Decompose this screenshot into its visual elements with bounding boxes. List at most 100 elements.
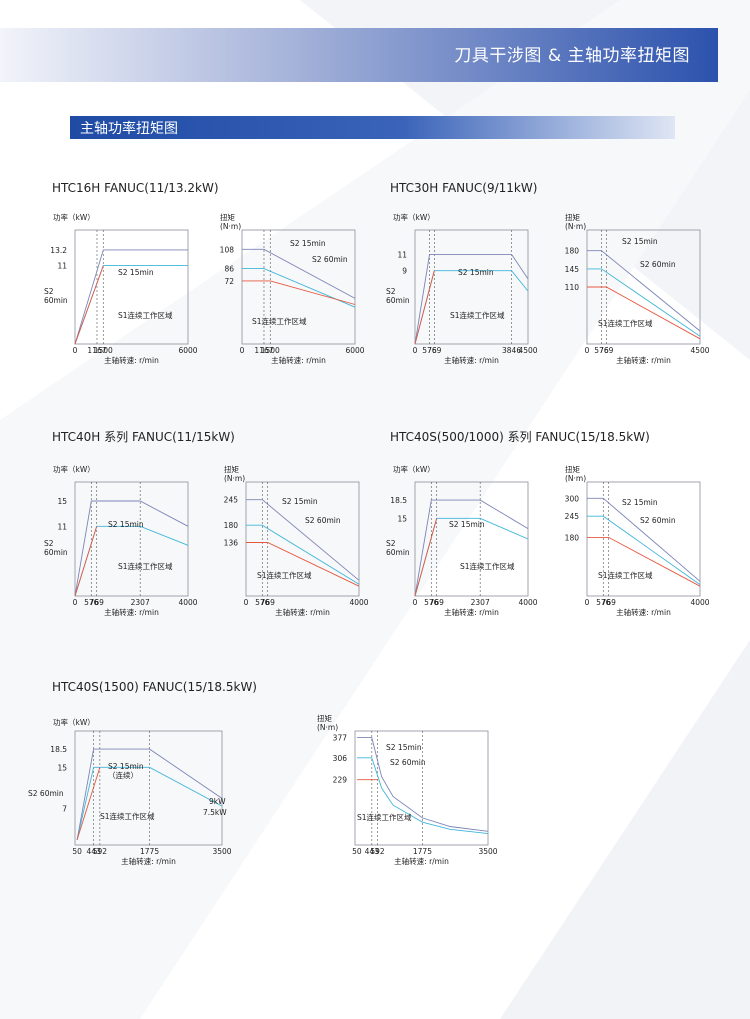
x-tick-label-line: 0 — [244, 598, 249, 607]
x-axis-label: 主轴转速: r/min — [121, 856, 176, 866]
x-axis-label: 主轴转速: r/min — [616, 607, 671, 617]
series-line-s2-15min — [587, 497, 701, 582]
y-tick-label: 86 — [224, 265, 234, 274]
y-axis-label: 功率（kW） — [393, 212, 435, 222]
annotation-label-line: S2 15min — [290, 239, 326, 248]
x-tick-label-line: 769 — [261, 598, 276, 607]
plot-frame — [74, 481, 189, 597]
series-line-s1 — [414, 518, 438, 597]
x-tick-label: 0 — [73, 598, 78, 607]
y-tick-label-line: 9 — [402, 267, 407, 276]
series-line-s2-60min — [414, 270, 529, 345]
x-tick-label-line: 769 — [599, 346, 614, 355]
series-line-s2-60min — [356, 757, 489, 835]
y-axis-label-line: (N·m) — [317, 723, 338, 732]
x-tick-label-line: 1500 — [261, 346, 280, 355]
series-line-s2-15min — [76, 748, 223, 840]
annotation-label-line: S2 60min — [390, 758, 426, 767]
y-tick-label-line: 86 — [224, 265, 234, 274]
y-axis-label-line: 功率（kW） — [393, 464, 435, 474]
y-tick-label: 377 — [333, 734, 348, 743]
y-tick-label-line: 180 — [224, 521, 239, 530]
x-axis-label-line: 主轴转速: r/min — [616, 607, 671, 617]
y-tick-label-line: 110 — [565, 283, 580, 292]
annotation-label: S2 15min — [458, 268, 494, 277]
x-tick-label: 1775 — [413, 847, 432, 856]
x-tick-label-line: 0 — [413, 346, 418, 355]
plot-frame — [74, 730, 223, 846]
y-axis-label-line: 扭矩 — [220, 212, 235, 222]
series-line-s1 — [74, 526, 98, 597]
series-line-s1 — [76, 767, 101, 840]
annotation-label-line: S2 — [386, 539, 396, 548]
annotation-label: S2 15min （连续） — [108, 762, 144, 780]
annotation-label-line: S2 15min — [449, 520, 485, 529]
y-tick-label-line: 15 — [57, 763, 67, 772]
x-tick-label: 1500 — [94, 346, 113, 355]
model-title-htc40h: HTC40H 系列 FANUC(11/15kW) — [52, 430, 235, 444]
x-tick-label-line: 592 — [93, 847, 108, 856]
annotation-label-line: S2 60min — [28, 789, 64, 798]
x-tick-label: 576 — [255, 598, 270, 607]
annotation-label-line: （连续） — [108, 770, 138, 780]
series-line-s2-15min — [587, 250, 701, 332]
x-axis-label: 主轴转速: r/min — [616, 355, 671, 365]
y-tick-label-line: 229 — [333, 776, 348, 785]
y-axis-label-line: 扭矩 — [317, 713, 332, 723]
x-axis-label-line: 主轴转速: r/min — [616, 355, 671, 365]
x-tick-label: 769 — [90, 598, 105, 607]
annotation-label: S2 60min — [312, 255, 348, 264]
x-tick-label: 1500 — [261, 346, 280, 355]
y-tick-label-line: 15 — [57, 497, 67, 506]
annotation-label-line: 9kW — [209, 797, 226, 806]
y-tick-label: 306 — [333, 754, 348, 763]
y-tick-label: 9 — [402, 267, 407, 276]
x-tick-label: 769 — [430, 598, 445, 607]
y-tick-label-line: 18.5 — [390, 496, 407, 505]
annotation-label: S2 60min — [640, 260, 676, 269]
x-axis-label: 主轴转速: r/min — [104, 607, 159, 617]
annotation-label: S2 15min — [290, 239, 326, 248]
y-tick-label-line: 7 — [62, 805, 67, 814]
series-line-s1 — [246, 542, 360, 587]
annotation-label-line: S2 — [44, 287, 54, 296]
x-tick-label: 6000 — [345, 346, 364, 355]
x-tick-label: 1167 — [254, 346, 273, 355]
x-tick-label: 3846 — [502, 346, 521, 355]
annotation-label-line: S2 15min — [622, 498, 658, 507]
annotation-label: 9kW — [209, 797, 226, 806]
x-axis-label-line: 主轴转速: r/min — [121, 856, 176, 866]
annotation-label: S1连续工作区域 — [460, 561, 515, 571]
plot-frame — [586, 481, 701, 597]
x-tick-label-line: 0 — [73, 346, 78, 355]
annotation-label-line: S1连续工作区域 — [118, 310, 173, 320]
y-axis-label-line: 功率（kW） — [53, 212, 95, 222]
x-axis-label-line: 主轴转速: r/min — [394, 856, 449, 866]
x-tick-label: 4000 — [690, 598, 709, 607]
x-axis-label-line: 主轴转速: r/min — [444, 355, 499, 365]
annotation-label: S2 60min — [640, 516, 676, 525]
y-tick-label: 110 — [565, 283, 580, 292]
x-tick-label: 1167 — [87, 346, 106, 355]
y-axis-label-line: (N·m) — [565, 222, 586, 231]
x-tick-label: 4000 — [349, 598, 368, 607]
y-axis-label: 功率（kW） — [53, 464, 95, 474]
x-axis-label: 主轴转速: r/min — [275, 607, 330, 617]
x-tick-label: 0 — [585, 346, 590, 355]
x-tick-label: 3500 — [212, 847, 231, 856]
annotation-label: 7.5kW — [203, 808, 227, 817]
x-tick-label: 0 — [413, 598, 418, 607]
x-tick-label: 769 — [602, 598, 617, 607]
series-line-s1 — [242, 280, 356, 305]
y-tick-label: 180 — [565, 247, 580, 256]
y-tick-label-line: 11 — [57, 262, 67, 271]
header-band: 刀具干涉图 & 主轴功率扭矩图 — [0, 28, 718, 82]
y-tick-label: 7 — [62, 805, 67, 814]
series-line-s2-60min — [246, 524, 360, 585]
annotation-label-line: S2 15min — [458, 268, 494, 277]
x-tick-label-line: 576 — [84, 598, 99, 607]
x-tick-label-line: 4000 — [518, 598, 537, 607]
x-axis-label: 主轴转速: r/min — [444, 355, 499, 365]
